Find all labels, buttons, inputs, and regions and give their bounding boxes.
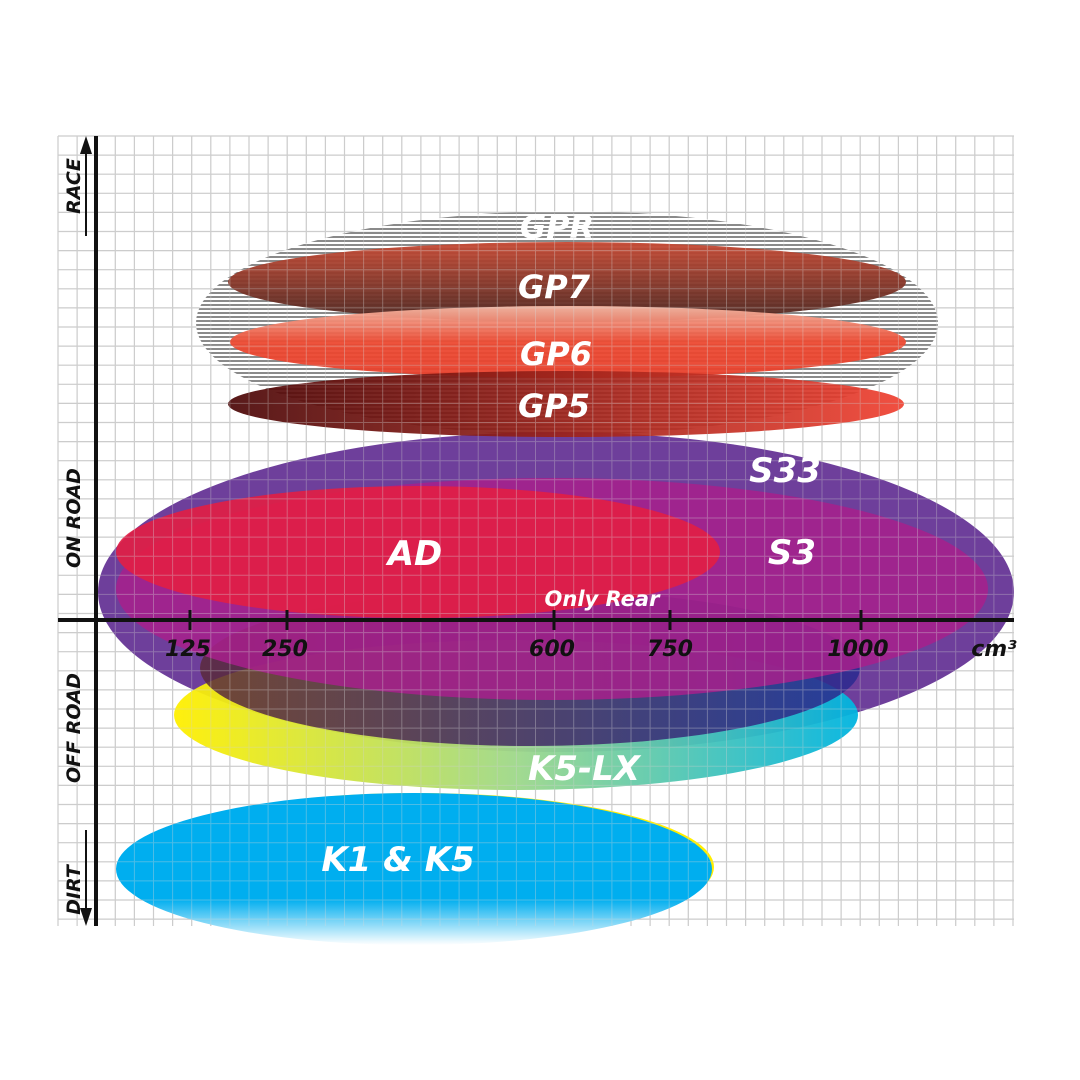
label-s3: S3 [768, 533, 816, 573]
x-ticks [188, 610, 863, 630]
tick-125: 125 [165, 637, 211, 662]
race-arrow [80, 136, 92, 236]
tick-750: 750 [647, 637, 693, 662]
ellipse-ad [116, 486, 720, 618]
x-unit: cm³ [971, 637, 1017, 662]
label-gp7: GP7 [518, 268, 591, 306]
y-label-race: RACE [63, 158, 85, 214]
ellipse-gp7 [228, 242, 906, 322]
label-gp6: GP6 [520, 335, 592, 373]
label-gp5: GP5 [518, 387, 590, 425]
tick-250: 250 [262, 637, 308, 662]
label-k5-lx: K5-LX [528, 749, 642, 789]
tick-1000: 1000 [827, 637, 888, 662]
ellipse-gp6 [230, 306, 906, 378]
dirt-arrow [80, 830, 92, 926]
y-label-dirt: DIRT [63, 863, 85, 915]
label-gpr: GPR [520, 208, 594, 246]
ellipse-gp5 [228, 371, 904, 437]
label-s33: S33 [749, 451, 821, 491]
label-ad: AD [385, 534, 443, 574]
label-only-rear: Only Rear [545, 587, 662, 611]
ellipse-k1-k5 [116, 793, 712, 945]
grid-overlay [57, 135, 1014, 926]
y-label-on-road: ON ROAD [63, 468, 85, 568]
y-label-off-road: OFF ROAD [63, 673, 85, 783]
label-k1-k5: K1 & K5 [321, 840, 474, 880]
tick-600: 600 [529, 637, 575, 662]
